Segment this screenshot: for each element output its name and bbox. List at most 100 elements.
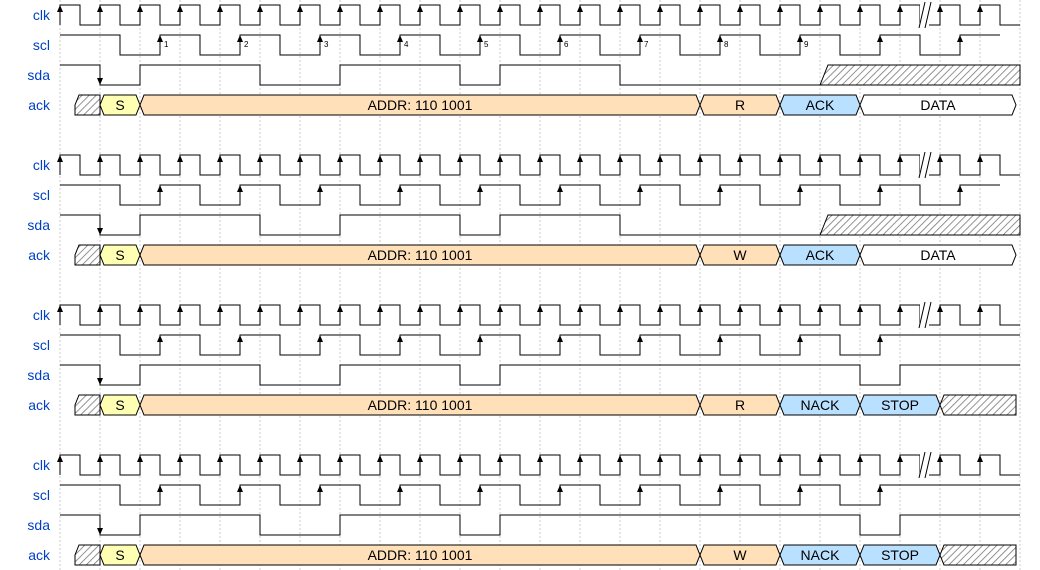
rising-edge-arrow bbox=[417, 455, 423, 462]
rising-edge-arrow bbox=[417, 305, 423, 312]
rising-edge-arrow bbox=[617, 5, 623, 12]
rising-edge-arrow bbox=[617, 155, 623, 162]
bus-label-stop: STOP bbox=[881, 397, 919, 413]
scl-edge-number: 2 bbox=[244, 40, 249, 49]
waveform-blocks: clk scl sda ack 1 2 3 4 5 6 7 8 9 S ADDR: 110 1001 R ACK… bbox=[27, 1, 1020, 565]
rising-edge-arrow bbox=[337, 305, 343, 312]
rising-edge-arrow bbox=[97, 305, 103, 312]
rising-edge-arrow bbox=[877, 485, 883, 492]
rising-edge-arrow bbox=[297, 455, 303, 462]
rising-edge-arrow bbox=[257, 5, 263, 12]
bus-label-start: S bbox=[115, 547, 124, 563]
rising-edge-arrow bbox=[557, 485, 563, 492]
bus-label-stop: STOP bbox=[881, 547, 919, 563]
bus-label-data: DATA bbox=[920, 247, 956, 263]
start-condition-arrow bbox=[97, 528, 103, 535]
rising-edge-arrow bbox=[217, 305, 223, 312]
signal-label-scl: scl bbox=[33, 487, 50, 503]
bus-label-ack: ACK bbox=[806, 97, 835, 113]
rising-edge-arrow bbox=[937, 155, 943, 162]
rising-edge-arrow bbox=[797, 335, 803, 342]
rising-edge-arrow bbox=[937, 455, 943, 462]
rising-edge-arrow bbox=[957, 35, 963, 42]
signal-label-sda: sda bbox=[27, 517, 50, 533]
rising-edge-arrow bbox=[537, 455, 543, 462]
rising-edge-arrow bbox=[737, 305, 743, 312]
timing-block: clk scl sda ack 1 2 3 4 5 6 7 8 9 S ADDR: 110 1001 R ACK… bbox=[27, 1, 1020, 115]
rising-edge-arrow bbox=[637, 335, 643, 342]
rising-edge-arrow bbox=[217, 455, 223, 462]
timing-block: clk scl sda ack S ADDR: 110 1001 W NACK STOP bbox=[27, 451, 1020, 565]
bus-label-ack: ACK bbox=[806, 247, 835, 263]
bus-label-addr: ADDR: 110 1001 bbox=[368, 247, 473, 263]
rising-edge-arrow bbox=[317, 185, 323, 192]
start-condition-arrow bbox=[97, 78, 103, 85]
rising-edge-arrow bbox=[457, 305, 463, 312]
signal-label-sda: sda bbox=[27, 67, 50, 83]
rising-edge-arrow bbox=[717, 335, 723, 342]
ack-undefined-end bbox=[940, 545, 1016, 565]
signal-label-scl: scl bbox=[33, 187, 50, 203]
sda-wave bbox=[60, 215, 820, 235]
rising-edge-arrow bbox=[777, 155, 783, 162]
rising-edge-arrow bbox=[337, 155, 343, 162]
rising-edge-arrow bbox=[177, 305, 183, 312]
rising-edge-arrow bbox=[397, 335, 403, 342]
rising-edge-arrow bbox=[957, 185, 963, 192]
bus-label-addr: ADDR: 110 1001 bbox=[368, 397, 473, 413]
rising-edge-arrow bbox=[317, 335, 323, 342]
bus-label-data: DATA bbox=[920, 97, 956, 113]
rising-edge-arrow bbox=[537, 305, 543, 312]
start-condition-arrow bbox=[97, 378, 103, 385]
rising-edge-arrow bbox=[797, 485, 803, 492]
rising-edge-arrow bbox=[717, 185, 723, 192]
bus-label-start: S bbox=[115, 397, 124, 413]
rising-edge-arrow bbox=[817, 305, 823, 312]
sda-undefined-region bbox=[820, 215, 1020, 235]
rising-edge-arrow bbox=[897, 5, 903, 12]
rising-edge-arrow bbox=[877, 35, 883, 42]
rising-edge-arrow bbox=[777, 305, 783, 312]
start-condition-arrow bbox=[97, 228, 103, 235]
rising-edge-arrow bbox=[317, 35, 323, 42]
rising-edge-arrow bbox=[237, 335, 243, 342]
rising-edge-arrow bbox=[177, 455, 183, 462]
rising-edge-arrow bbox=[537, 5, 543, 12]
rising-edge-arrow bbox=[717, 35, 723, 42]
rising-edge-arrow bbox=[57, 5, 63, 12]
rising-edge-arrow bbox=[157, 485, 163, 492]
rising-edge-arrow bbox=[337, 455, 343, 462]
rising-edge-arrow bbox=[57, 455, 63, 462]
rising-edge-arrow bbox=[457, 455, 463, 462]
rising-edge-arrow bbox=[657, 155, 663, 162]
signal-label-scl: scl bbox=[33, 337, 50, 353]
rising-edge-arrow bbox=[577, 455, 583, 462]
rising-edge-arrow bbox=[297, 155, 303, 162]
rising-edge-arrow bbox=[457, 5, 463, 12]
signal-label-clk: clk bbox=[33, 7, 51, 23]
bus-label-addr: ADDR: 110 1001 bbox=[368, 97, 473, 113]
rising-edge-arrow bbox=[477, 335, 483, 342]
bus-label-rw: W bbox=[733, 547, 747, 563]
timing-block: clk scl sda ack S ADDR: 110 1001 R NACK STOP bbox=[27, 301, 1020, 415]
rising-edge-arrow bbox=[377, 5, 383, 12]
rising-edge-arrow bbox=[817, 455, 823, 462]
rising-edge-arrow bbox=[477, 35, 483, 42]
rising-edge-arrow bbox=[857, 155, 863, 162]
rising-edge-arrow bbox=[417, 5, 423, 12]
rising-edge-arrow bbox=[657, 455, 663, 462]
rising-edge-arrow bbox=[297, 5, 303, 12]
rising-edge-arrow bbox=[217, 155, 223, 162]
rising-edge-arrow bbox=[537, 155, 543, 162]
rising-edge-arrow bbox=[977, 5, 983, 12]
rising-edge-arrow bbox=[797, 185, 803, 192]
signal-label-sda: sda bbox=[27, 367, 50, 383]
signal-label-sda: sda bbox=[27, 217, 50, 233]
rising-edge-arrow bbox=[737, 455, 743, 462]
ack-undefined-start bbox=[75, 245, 100, 265]
rising-edge-arrow bbox=[857, 455, 863, 462]
signal-label-scl: scl bbox=[33, 37, 50, 53]
rising-edge-arrow bbox=[697, 305, 703, 312]
rising-edge-arrow bbox=[337, 5, 343, 12]
rising-edge-arrow bbox=[617, 455, 623, 462]
